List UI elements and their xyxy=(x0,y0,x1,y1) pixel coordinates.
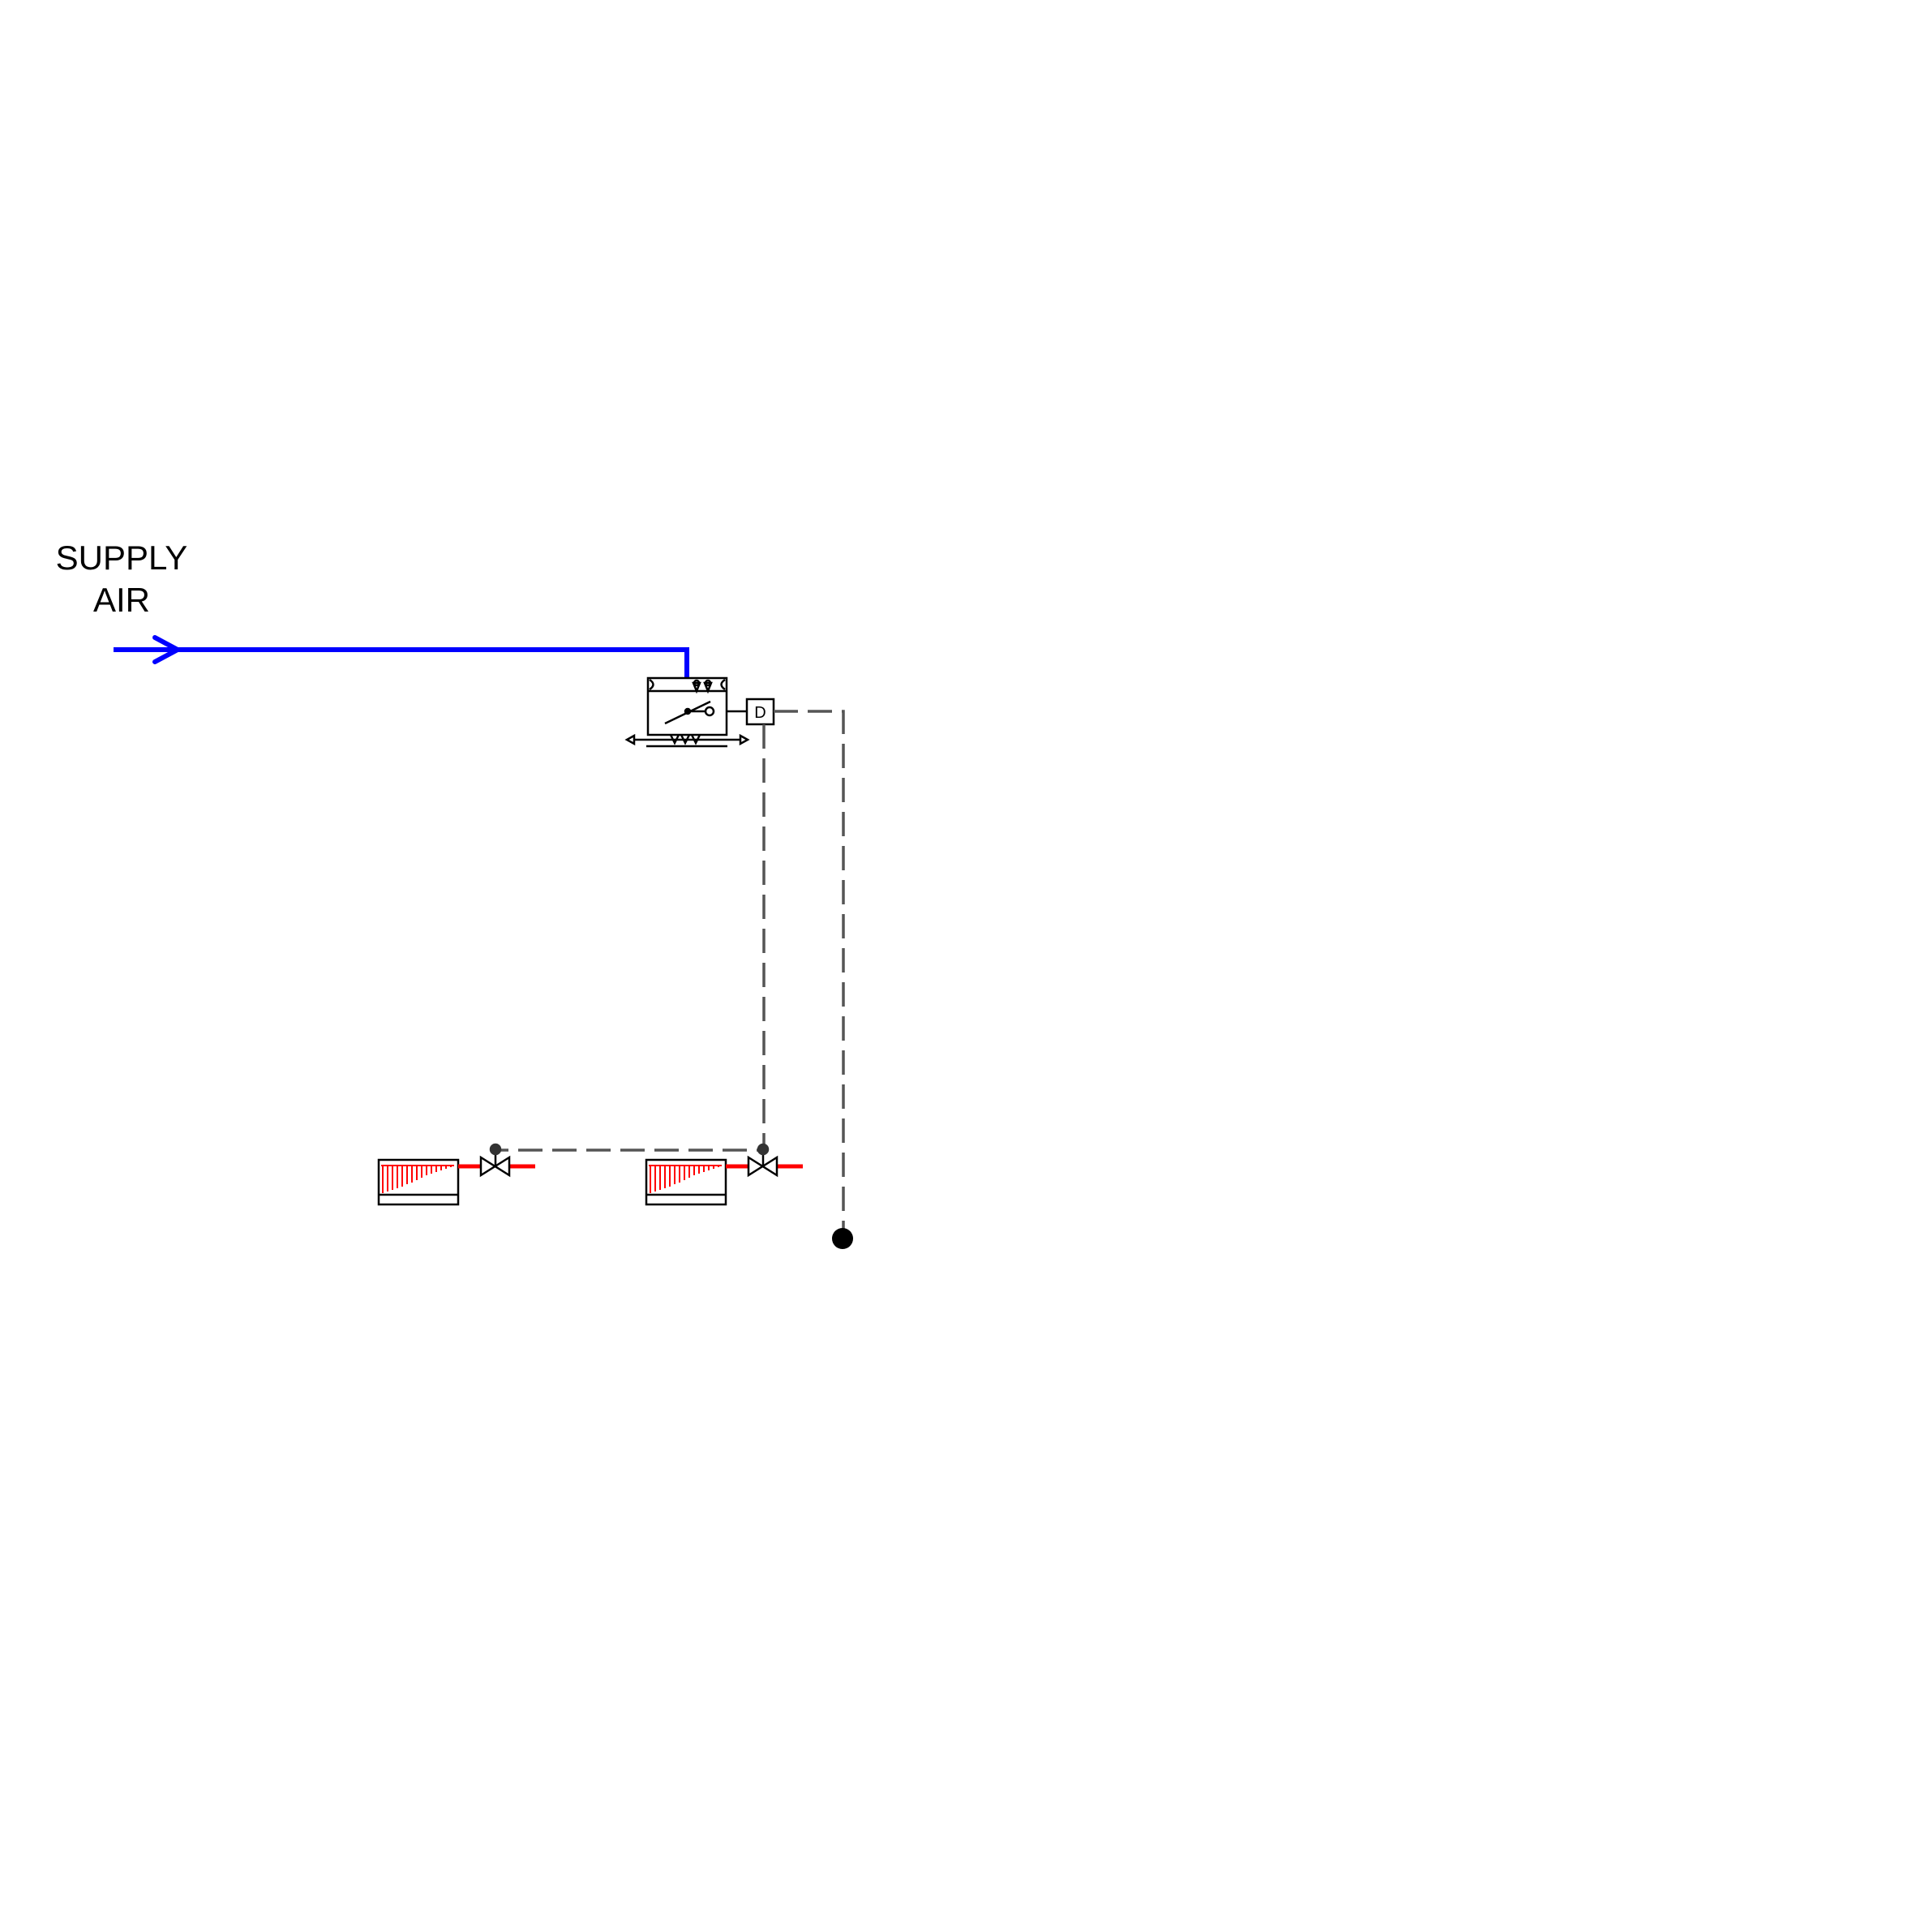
control-valve-icon xyxy=(747,1143,778,1178)
supply-air-label-line2: AIR xyxy=(92,581,150,619)
supply-air-label-line1: SUPPLY xyxy=(55,539,188,577)
radiator-icon xyxy=(377,1158,460,1206)
control-wire-actuator-to-controller xyxy=(774,710,845,1239)
damper-actuator-letter: D xyxy=(754,704,766,722)
control-valve-icon xyxy=(479,1143,511,1178)
control-wire-actuator-to-valves xyxy=(496,724,766,1152)
supply-air-label: SUPPLY AIR xyxy=(24,537,219,621)
flow-arrow-icon xyxy=(152,635,180,664)
vav-box-icon xyxy=(624,676,750,748)
radiator-fins xyxy=(381,1165,454,1193)
radiator-icon xyxy=(645,1158,727,1206)
radiator-fins xyxy=(649,1165,722,1193)
supply-air-duct xyxy=(114,635,689,678)
controller-node-icon xyxy=(832,1228,853,1249)
damper-actuator-icon: D xyxy=(745,698,775,726)
